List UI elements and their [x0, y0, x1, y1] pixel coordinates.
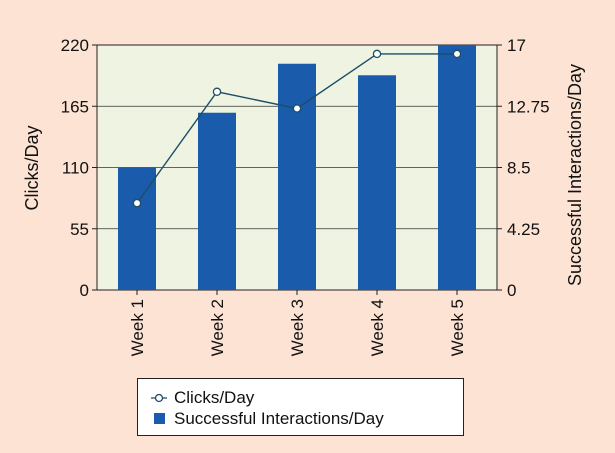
- legend: Clicks/Day Successful Interactions/Day: [137, 378, 464, 436]
- left-tick-label: 55: [70, 220, 89, 239]
- right-tick-label: 4.25: [507, 220, 540, 239]
- ticks-layer: 0 0 55 4.25 110 8.5 165 12.75 220 17 Week 1 Week 2 W…: [61, 36, 550, 356]
- left-tick-label: 0: [80, 281, 89, 300]
- line-point: [212, 87, 222, 97]
- bar: [198, 112, 236, 290]
- left-tick-label: 110: [62, 159, 89, 178]
- bar-swatch-icon: [148, 412, 170, 426]
- line-point: [292, 104, 302, 113]
- right-tick-label: 8.5: [507, 159, 531, 178]
- legend-label-line: Clicks/Day: [174, 387, 255, 407]
- bar: [118, 167, 156, 290]
- right-tick-label: 12.75: [507, 97, 550, 116]
- x-tick-label: Week 2: [208, 299, 227, 356]
- line-marker-icon: [148, 391, 170, 405]
- right-axis-title: Successful Interactions/Day: [565, 64, 585, 286]
- line-point: [452, 49, 462, 59]
- legend-item-bar: Successful Interactions/Day: [148, 408, 463, 429]
- bar: [358, 75, 396, 290]
- x-tick-label: Week 3: [288, 299, 307, 356]
- x-tick-label: Week 4: [368, 299, 387, 356]
- x-tick-label: Week 5: [448, 299, 467, 356]
- left-axis-title: Clicks/Day: [22, 125, 42, 210]
- right-tick-label: 0: [507, 281, 516, 300]
- x-tick-label: Week 1: [128, 299, 147, 356]
- bars-layer: [118, 45, 476, 291]
- left-tick-label: 220: [61, 36, 89, 55]
- line-point: [372, 49, 382, 59]
- line-layer: [132, 49, 462, 208]
- bar: [438, 45, 476, 290]
- legend-label-bar: Successful Interactions/Day: [174, 408, 384, 428]
- legend-item-line: Clicks/Day: [148, 387, 463, 408]
- line-point: [132, 198, 142, 208]
- bar: [278, 63, 316, 291]
- right-tick-label: 17: [507, 36, 526, 55]
- left-tick-label: 165: [61, 97, 89, 116]
